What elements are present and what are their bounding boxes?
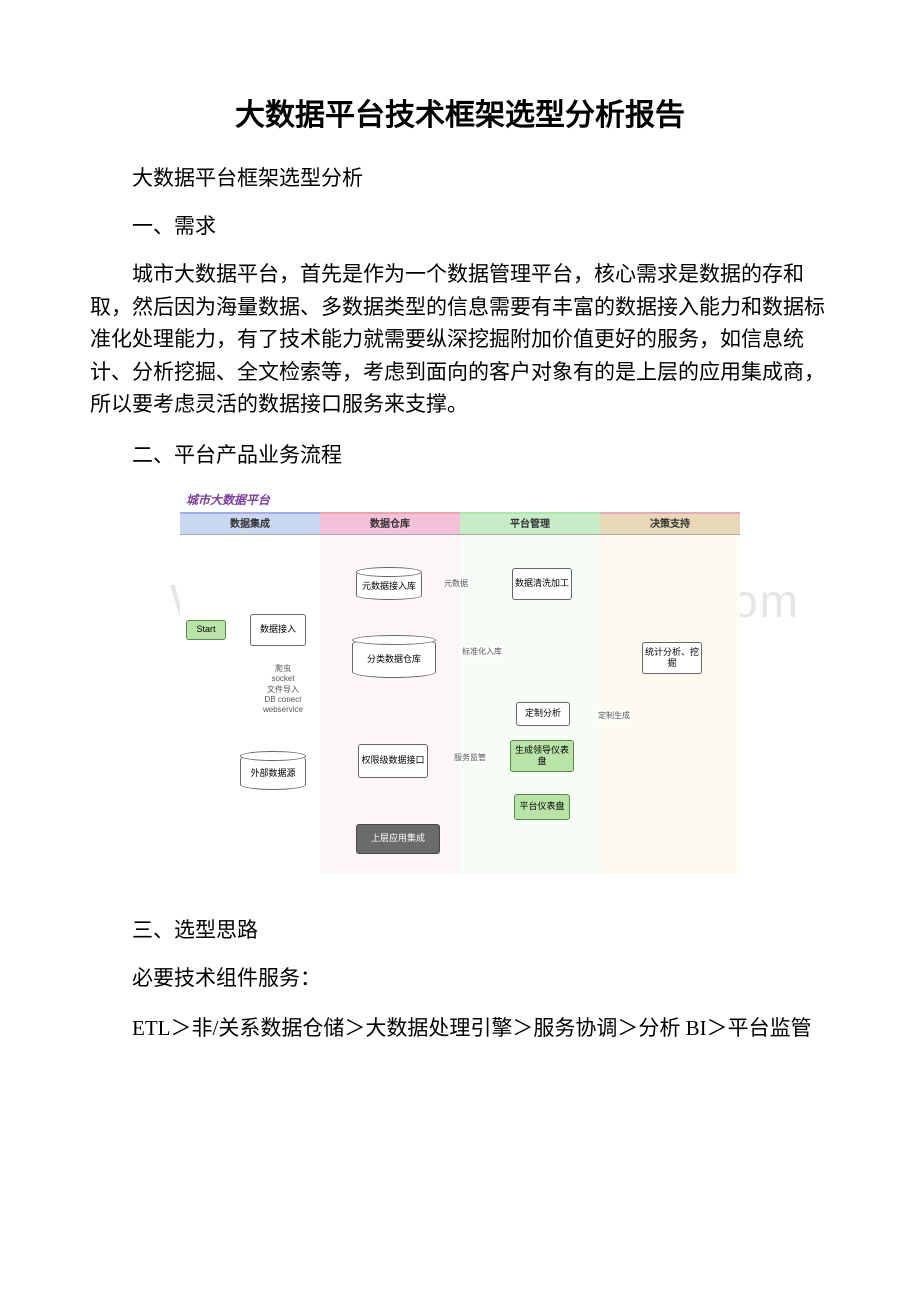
edge-label-cust_gen: 定制生成: [596, 710, 632, 721]
node-data_in: 数据接入: [250, 614, 306, 646]
section1-body: 城市大数据平台，首先是作为一个数据管理平台，核心需求是数据的存和取，然后因为海量…: [90, 258, 830, 421]
node-perm_api: 权限级数据接口: [358, 744, 428, 778]
node-meta_in: 元数据接入库: [356, 570, 422, 600]
flow-diagram: 城市大数据平台 数据集成数据仓库平台管理决策支持 W .com Start数据接…: [180, 487, 740, 874]
node-start: Start: [186, 620, 226, 640]
section3-heading: 三、选型思路: [90, 914, 830, 944]
node-ext_source: 外部数据源: [240, 754, 306, 790]
node-stats: 统计分析、挖掘: [642, 642, 702, 674]
lane-column: [600, 534, 740, 874]
node-clean: 数据清洗加工: [512, 568, 572, 600]
edge-label-std_in: 标准化入库: [460, 646, 504, 657]
lane-header: 平台管理: [460, 512, 600, 534]
section3-line2: ETL＞非/关系数据仓储＞大数据处理引擎＞服务协调＞分析 BI＞平台监管: [90, 1012, 830, 1045]
section2-heading: 二、平台产品业务流程: [90, 439, 830, 469]
node-plat_dash: 平台仪表盘: [514, 794, 570, 820]
lane-header: 决策支持: [600, 512, 740, 534]
subtitle: 大数据平台框架选型分析: [90, 162, 830, 192]
lane-header: 数据仓库: [320, 512, 460, 534]
lane-body: W .com Start数据接入外部数据源元数据接入库分类数据仓库权限级数据接口…: [180, 534, 740, 874]
section1-heading: 一、需求: [90, 210, 830, 240]
page-title: 大数据平台技术框架选型分析报告: [90, 90, 830, 134]
methods-textbox: 爬虫socket文件导入DB conectwebservice: [258, 664, 308, 716]
section3-line1: 必要技术组件服务：: [90, 962, 830, 995]
node-gen_dash: 生成领导仪表盘: [510, 740, 574, 772]
lane-header: 数据集成: [180, 512, 320, 534]
edge-label-svc_mon: 服务监管: [452, 752, 488, 763]
diagram-title: 城市大数据平台: [180, 487, 740, 512]
node-app_int: 上层应用集成: [356, 824, 440, 854]
edge-label-meta: 元数据: [442, 578, 470, 589]
node-class_store: 分类数据仓库: [352, 638, 436, 678]
node-custom: 定制分析: [516, 702, 570, 726]
lane-headers: 数据集成数据仓库平台管理决策支持: [180, 512, 740, 534]
